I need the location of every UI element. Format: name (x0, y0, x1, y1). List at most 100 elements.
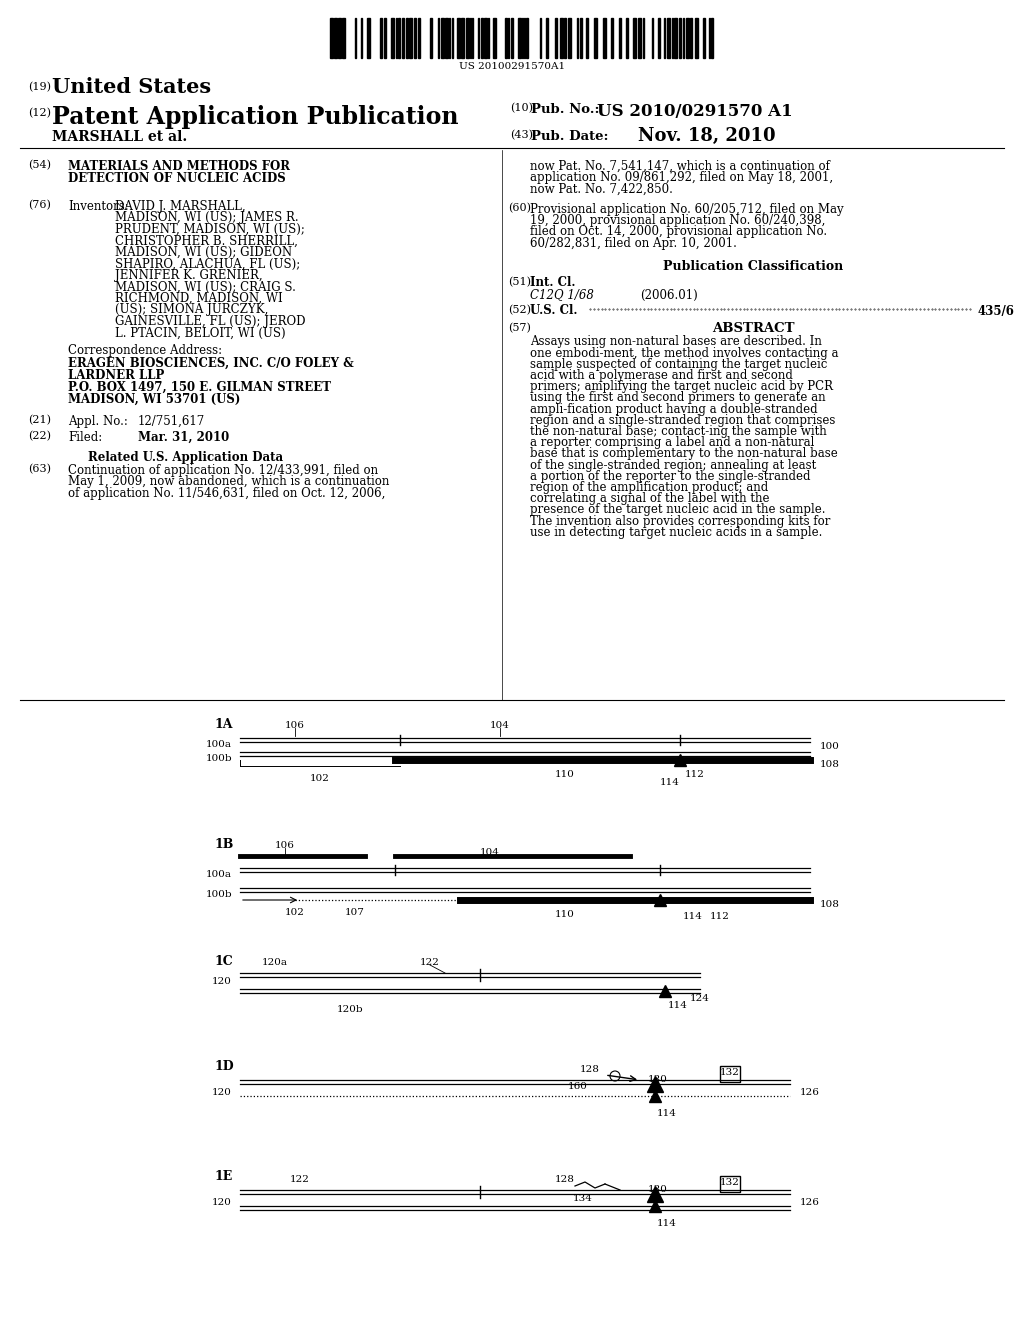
Bar (720, 1067, 740, 1082)
Text: ERAGEN BIOSCIENCES, INC. C/O FOLEY &: ERAGEN BIOSCIENCES, INC. C/O FOLEY & (68, 356, 353, 370)
Bar (334, 18, 337, 58)
Text: MATERIALS AND METHODS FOR: MATERIALS AND METHODS FOR (68, 160, 290, 173)
Text: of the single-stranded region; annealing at least: of the single-stranded region; annealing… (530, 458, 816, 471)
Text: 112: 112 (685, 770, 705, 779)
Bar (526, 18, 528, 58)
Text: 60/282,831, filed on Apr. 10, 2001.: 60/282,831, filed on Apr. 10, 2001. (530, 238, 737, 249)
Text: (US); SIMONA JURCZYK,: (US); SIMONA JURCZYK, (115, 304, 268, 317)
Bar (633, 18, 636, 58)
Text: base that is complementary to the non-natural base: base that is complementary to the non-na… (530, 447, 838, 461)
Bar (391, 18, 394, 58)
Text: Correspondence Address:: Correspondence Address: (68, 345, 222, 356)
Text: 104: 104 (490, 721, 510, 730)
Bar (466, 18, 469, 58)
Text: ampli-fication product having a double-stranded: ampli-fication product having a double-s… (530, 403, 817, 416)
Bar (546, 18, 548, 58)
Text: the non-natural base; contact-ing the sample with: the non-natural base; contact-ing the sa… (530, 425, 826, 438)
Bar (594, 18, 597, 58)
Text: 100: 100 (820, 742, 840, 751)
Bar (418, 18, 420, 58)
Bar (711, 18, 713, 58)
Text: US 20100291570A1: US 20100291570A1 (459, 62, 565, 71)
Text: (60): (60) (508, 202, 531, 213)
Bar (493, 18, 496, 58)
Text: a reporter comprising a label and a non-natural: a reporter comprising a label and a non-… (530, 437, 814, 449)
Text: 134: 134 (573, 1195, 593, 1203)
Text: sample suspected of containing the target nucleic: sample suspected of containing the targe… (530, 358, 827, 371)
Text: (19): (19) (28, 82, 51, 92)
Text: GAINESVILLE, FL (US); JEROD: GAINESVILLE, FL (US); JEROD (115, 315, 305, 327)
Text: MADISON, WI 53701 (US): MADISON, WI 53701 (US) (68, 393, 241, 407)
Text: presence of the target nucleic acid in the sample.: presence of the target nucleic acid in t… (530, 503, 825, 516)
Text: 19, 2000, provisional application No. 60/240,398,: 19, 2000, provisional application No. 60… (530, 214, 825, 227)
Bar (603, 18, 606, 58)
Bar (398, 18, 400, 58)
Bar (564, 18, 566, 58)
Bar (481, 18, 483, 58)
Text: United States: United States (52, 77, 211, 96)
Bar (461, 18, 464, 58)
Text: 120a: 120a (262, 958, 288, 968)
Text: Nov. 18, 2010: Nov. 18, 2010 (638, 127, 775, 145)
Text: 130: 130 (648, 1074, 668, 1084)
Text: now Pat. No. 7,541,147, which is a continuation of: now Pat. No. 7,541,147, which is a conti… (530, 160, 829, 173)
Text: MADISON, WI (US); JAMES R.: MADISON, WI (US); JAMES R. (115, 211, 299, 224)
Bar (695, 18, 698, 58)
Text: using the first and second primers to generate an: using the first and second primers to ge… (530, 392, 825, 404)
Bar (330, 18, 333, 58)
Text: (52): (52) (508, 305, 531, 314)
Bar (402, 18, 404, 58)
Text: Appl. No.:: Appl. No.: (68, 414, 128, 428)
Text: 110: 110 (555, 770, 574, 779)
Text: 110: 110 (555, 909, 574, 919)
Text: MADISON, WI (US); GIDEON: MADISON, WI (US); GIDEON (115, 246, 292, 259)
Text: 112: 112 (710, 912, 730, 921)
Text: filed on Oct. 14, 2000, provisional application No.: filed on Oct. 14, 2000, provisional appl… (530, 226, 827, 239)
Bar (511, 18, 513, 58)
Text: 100a: 100a (206, 741, 232, 748)
Text: region of the amplification product; and: region of the amplification product; and (530, 480, 768, 494)
Text: (51): (51) (508, 276, 531, 286)
Bar (555, 18, 557, 58)
Text: 102: 102 (285, 908, 305, 917)
Text: 114: 114 (668, 1001, 688, 1010)
Text: 1E: 1E (215, 1170, 233, 1183)
Text: 128: 128 (555, 1175, 574, 1184)
Text: Assays using non-natural bases are described. In: Assays using non-natural bases are descr… (530, 335, 822, 348)
Text: 128: 128 (580, 1065, 600, 1074)
Text: DETECTION OF NUCLEIC ACIDS: DETECTION OF NUCLEIC ACIDS (68, 172, 286, 185)
Text: 102: 102 (310, 774, 330, 783)
Text: 106: 106 (275, 841, 295, 850)
Text: 114: 114 (683, 912, 702, 921)
Text: (63): (63) (28, 465, 51, 474)
Text: MADISON, WI (US); CRAIG S.: MADISON, WI (US); CRAIG S. (115, 281, 296, 293)
Text: L. PTACIN, BELOIT, WI (US): L. PTACIN, BELOIT, WI (US) (115, 326, 286, 339)
Text: Related U.S. Application Data: Related U.S. Application Data (88, 451, 283, 465)
Text: 104: 104 (480, 847, 500, 857)
Bar (409, 18, 412, 58)
Text: Inventors:: Inventors: (68, 201, 129, 213)
Text: US 2010/0291570 A1: US 2010/0291570 A1 (597, 103, 793, 120)
Bar (586, 18, 588, 58)
Bar (674, 18, 677, 58)
Text: application No. 09/861,292, filed on May 18, 2001,: application No. 09/861,292, filed on May… (530, 172, 834, 185)
Text: 122: 122 (420, 958, 440, 968)
Bar (338, 18, 341, 58)
Text: (21): (21) (28, 414, 51, 425)
Text: (2006.01): (2006.01) (640, 289, 697, 301)
Text: 1A: 1A (215, 718, 233, 731)
Text: 120b: 120b (337, 1005, 364, 1014)
Bar (679, 18, 681, 58)
Text: Mar. 31, 2010: Mar. 31, 2010 (138, 432, 229, 444)
Text: (10): (10) (510, 103, 534, 114)
Text: 107: 107 (345, 908, 365, 917)
Bar (430, 18, 432, 58)
Bar (384, 18, 386, 58)
Text: of application No. 11/546,631, filed on Oct. 12, 2006,: of application No. 11/546,631, filed on … (68, 487, 385, 500)
Text: Pub. Date:: Pub. Date: (531, 129, 608, 143)
Bar (406, 18, 408, 58)
Text: acid with a polymerase and first and second: acid with a polymerase and first and sec… (530, 370, 793, 381)
Text: (12): (12) (28, 108, 51, 119)
Bar (367, 18, 370, 58)
Text: 100b: 100b (206, 890, 232, 899)
